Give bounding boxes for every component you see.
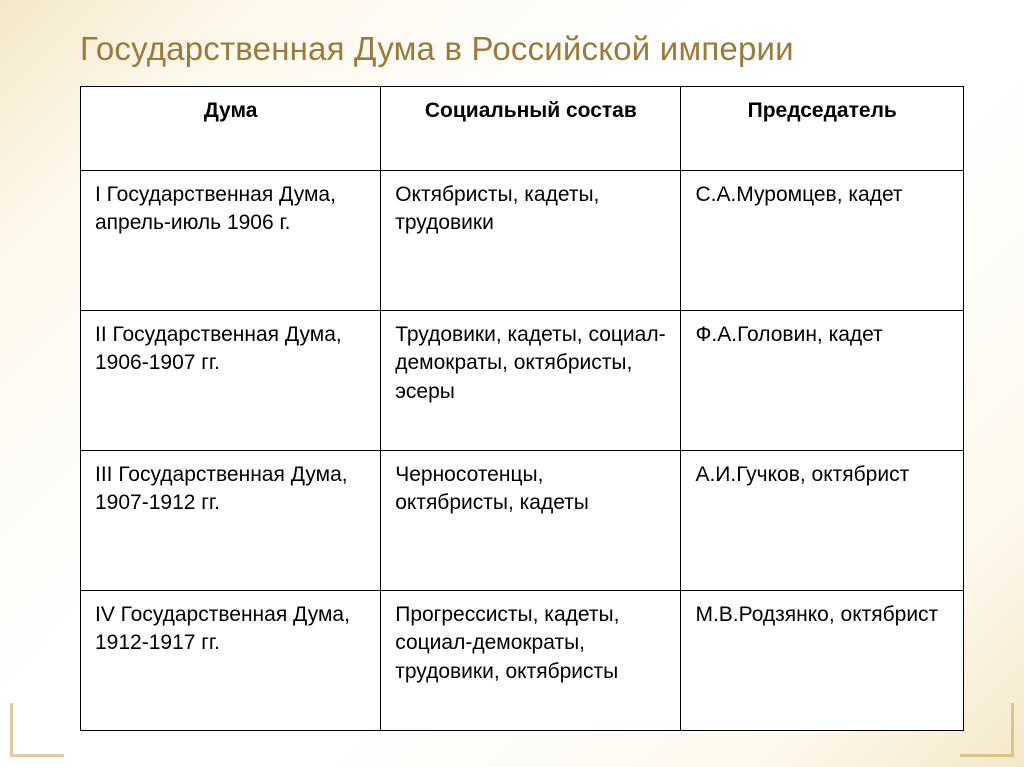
column-header-chairman: Председатель [681,87,964,171]
table-row: I Государственная Дума, апрель-июль 1906… [81,171,964,311]
decorative-corner-bottom-left [10,703,64,757]
slide: Государственная Дума в Российской импери… [0,0,1024,767]
table-header-row: Дума Социальный состав Председатель [81,87,964,171]
cell-chairman: С.А.Муромцев, кадет [681,171,964,311]
cell-composition: Прогрессисты, кадеты, социал-демократы, … [381,591,681,731]
cell-duma: IV Государственная Дума, 1912-1917 гг. [81,591,381,731]
page-title: Государственная Дума в Российской импери… [80,30,964,68]
cell-duma: II Государственная Дума, 1906-1907 гг. [81,311,381,451]
table-row: IV Государственная Дума, 1912-1917 гг. П… [81,591,964,731]
cell-composition: Черносотенцы, октябристы, кадеты [381,451,681,591]
table-row: III Государственная Дума, 1907-1912 гг. … [81,451,964,591]
cell-duma: I Государственная Дума, апрель-июль 1906… [81,171,381,311]
duma-table: Дума Социальный состав Председатель I Го… [80,86,964,731]
cell-chairman: Ф.А.Головин, кадет [681,311,964,451]
cell-composition: Трудовики, кадеты, социал-демократы, окт… [381,311,681,451]
cell-chairman: М.В.Родзянко, октябрист [681,591,964,731]
decorative-corner-bottom-right [960,703,1014,757]
column-header-duma: Дума [81,87,381,171]
table-row: II Государственная Дума, 1906-1907 гг. Т… [81,311,964,451]
cell-chairman: А.И.Гучков, октябрист [681,451,964,591]
column-header-composition: Социальный состав [381,87,681,171]
cell-composition: Октябристы, кадеты, трудовики [381,171,681,311]
cell-duma: III Государственная Дума, 1907-1912 гг. [81,451,381,591]
